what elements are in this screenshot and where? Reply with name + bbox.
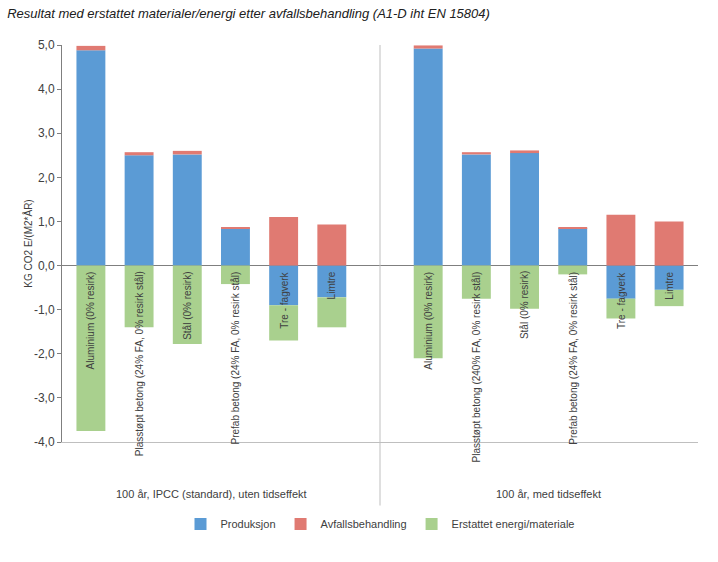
svg-text:-1,0: -1,0 — [34, 303, 55, 317]
svg-text:-4,0: -4,0 — [34, 435, 55, 449]
svg-text:Produksjon: Produksjon — [221, 518, 276, 530]
svg-text:Aluminium (0% resirk): Aluminium (0% resirk) — [423, 272, 434, 370]
svg-text:1,0: 1,0 — [38, 215, 55, 229]
svg-text:4,0: 4,0 — [38, 82, 55, 96]
svg-text:Prefab betong (24% FA, 0% resi: Prefab betong (24% FA, 0% resirk stål) — [230, 272, 241, 445]
svg-text:0,0: 0,0 — [38, 259, 55, 273]
svg-text:Prefab betong (24% FA, 0% resi: Prefab betong (24% FA, 0% resirk stål) — [568, 272, 579, 445]
svg-text:100 år, med tidseffekt: 100 år, med tidseffekt — [496, 488, 601, 500]
svg-text:Plasstøpt betong (240% FA, 0%: Plasstøpt betong (240% FA, 0% resirk stå… — [471, 272, 482, 463]
svg-text:Aluminium (0% resirk): Aluminium (0% resirk) — [85, 272, 96, 370]
svg-text:Plasstøpt betong (24% FA, 0% r: Plasstøpt betong (24% FA, 0% resirk stål… — [134, 271, 145, 456]
svg-text:Avfallsbehandling: Avfallsbehandling — [321, 518, 407, 530]
svg-text:Stål (0% resirk): Stål (0% resirk) — [519, 271, 530, 339]
svg-text:-3,0: -3,0 — [34, 391, 55, 405]
svg-text:5,0: 5,0 — [38, 38, 55, 52]
svg-text:-2,0: -2,0 — [34, 347, 55, 361]
svg-text:100 år, IPCC (standard), uten: 100 år, IPCC (standard), uten tidseffekt — [116, 488, 307, 500]
svg-text:Tre - fagverk: Tre - fagverk — [279, 271, 290, 328]
svg-text:Erstattet energi/materiale: Erstattet energi/materiale — [452, 518, 575, 530]
svg-text:Stål (0% resirk): Stål (0% resirk) — [182, 271, 193, 339]
svg-text:Resultat med erstattet materia: Resultat med erstattet materialer/energi… — [7, 6, 490, 21]
svg-text:Limtre: Limtre — [664, 271, 675, 299]
svg-text:3,0: 3,0 — [38, 126, 55, 140]
svg-text:Tre - fagverk: Tre - fagverk — [616, 272, 627, 329]
svg-text:Limtre: Limtre — [326, 271, 337, 299]
svg-text:KG CO2 E/(M2*ÅR): KG CO2 E/(M2*ÅR) — [22, 199, 34, 287]
svg-text:2,0: 2,0 — [38, 171, 55, 185]
